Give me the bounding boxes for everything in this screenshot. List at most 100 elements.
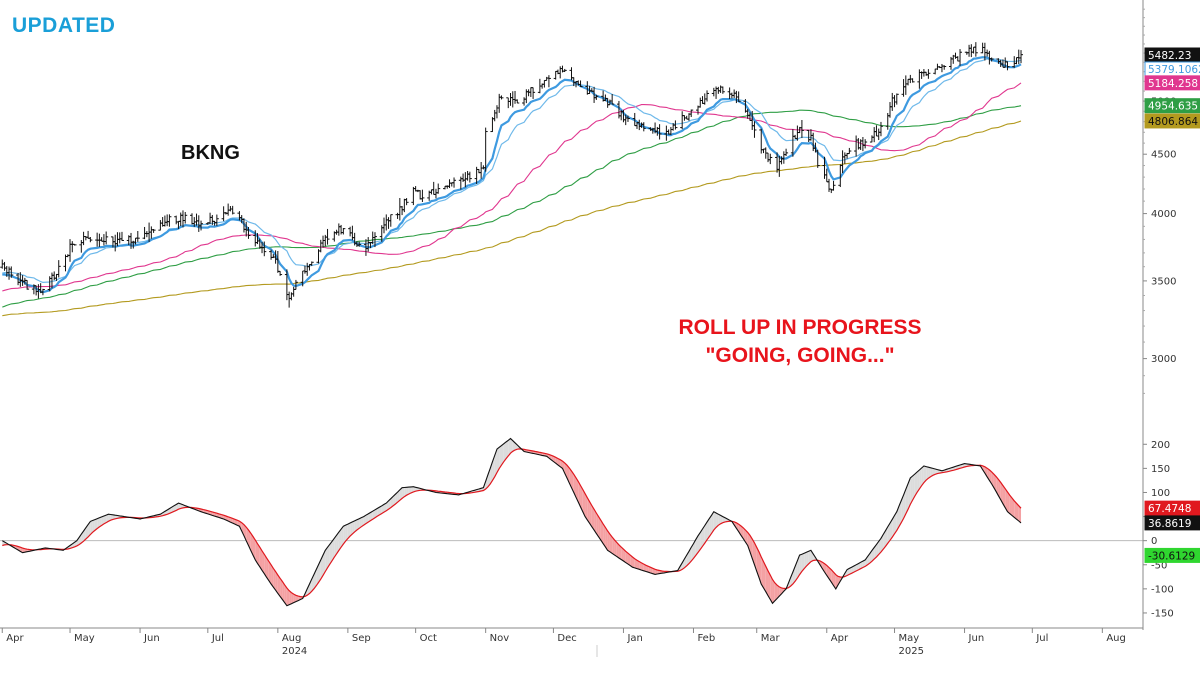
price-bar	[262, 241, 267, 257]
price-bar	[831, 180, 836, 191]
ema-slow-line	[2, 58, 1022, 284]
annotation-line-1: ROLL UP IN PROGRESS	[678, 316, 922, 339]
price-bar	[372, 232, 377, 248]
signal-badge: 67.4748	[1144, 500, 1200, 516]
price-bar	[705, 90, 710, 102]
price-bar	[890, 92, 895, 111]
value-badges: 5482.23 5379.1062 5184.258 4954.635 4806.864…	[1144, 47, 1200, 563]
price-bar	[689, 109, 694, 118]
price-bar	[490, 117, 495, 133]
price-bar	[431, 181, 436, 195]
price-bar	[230, 205, 235, 215]
month-label: Dec	[557, 633, 576, 644]
price-bar	[226, 203, 231, 216]
price-bar	[528, 87, 533, 97]
month-label: May	[74, 633, 95, 644]
price-bar	[436, 183, 441, 194]
price-bar	[562, 68, 567, 73]
price-bar	[942, 65, 947, 70]
price-bar	[144, 231, 149, 238]
signal-line	[2, 448, 1022, 598]
ma-100-badge: 4954.635	[1144, 98, 1200, 114]
price-bar	[657, 124, 662, 140]
price-bar	[910, 78, 915, 83]
price-bar	[939, 63, 944, 73]
price-bar	[386, 217, 391, 229]
svg-text:67.4748: 67.4748	[1148, 503, 1191, 515]
price-bar	[158, 220, 163, 231]
price-bar	[1005, 61, 1010, 71]
price-tick-label: 3500	[1151, 276, 1176, 287]
price-bar	[711, 87, 716, 97]
price-bar	[305, 262, 310, 276]
price-bar	[429, 189, 434, 195]
price-bar	[569, 67, 574, 81]
month-label: Jul	[211, 633, 224, 644]
price-bar	[321, 235, 326, 248]
price-bar	[878, 121, 883, 137]
price-bar	[625, 115, 630, 122]
price-bar	[526, 89, 531, 97]
ma-200-badge: 4806.864	[1144, 113, 1200, 129]
price-bar	[113, 234, 118, 252]
price-bar	[246, 226, 251, 239]
price-bar	[302, 265, 307, 274]
month-label: Mar	[761, 633, 781, 644]
price-bar	[287, 291, 292, 308]
price-bar	[815, 149, 820, 168]
price-bar	[698, 97, 703, 108]
moving-averages	[2, 56, 1022, 317]
month-label: Apr	[831, 633, 849, 644]
price-bar	[167, 214, 172, 227]
price-bar	[1019, 50, 1024, 64]
price-bar	[20, 275, 25, 286]
price-bar	[874, 125, 879, 137]
price-bar	[68, 239, 73, 262]
price-bar	[95, 232, 100, 247]
price-bar	[404, 198, 409, 206]
price-bar	[546, 75, 551, 88]
price-bar	[499, 95, 504, 100]
price-bar	[418, 190, 423, 200]
price-bar	[52, 271, 57, 281]
svg-text:5482.23: 5482.23	[1148, 50, 1191, 62]
price-bar	[341, 228, 346, 235]
price-bar	[278, 270, 283, 276]
month-label: Aug	[1106, 633, 1126, 644]
price-badge: 5482.23	[1144, 47, 1200, 63]
price-bar	[553, 70, 558, 80]
svg-text:-30.6129: -30.6129	[1148, 550, 1195, 562]
svg-text:5379.1062: 5379.1062	[1148, 64, 1200, 76]
price-bar	[101, 234, 106, 246]
month-label: May	[899, 633, 920, 644]
price-bar	[799, 120, 804, 139]
price-bar	[382, 217, 387, 234]
price-bar	[727, 87, 732, 100]
price-bar	[610, 94, 615, 105]
price-bar	[411, 186, 416, 206]
price-bar	[309, 261, 314, 266]
svg-text:4954.635: 4954.635	[1148, 101, 1198, 113]
ema-fast-line	[2, 56, 1022, 294]
grid	[0, 0, 1144, 630]
svg-text:5184.258: 5184.258	[1148, 78, 1198, 90]
price-tick-label: 3000	[1151, 354, 1176, 365]
price-bar	[117, 232, 122, 244]
month-label: Oct	[420, 633, 437, 644]
price-bar	[768, 153, 773, 165]
price-bar	[840, 150, 845, 173]
price-bar	[784, 148, 789, 156]
price-bar	[357, 241, 362, 247]
price-bar	[384, 214, 389, 231]
price-bar	[88, 236, 93, 243]
price-bar	[1016, 49, 1021, 64]
price-bar	[56, 260, 61, 278]
price-bar	[680, 111, 685, 130]
price-bar	[165, 214, 170, 227]
price-bar	[151, 228, 156, 233]
price-bar	[293, 279, 298, 290]
month-label: Jun	[143, 633, 160, 644]
price-bar	[903, 75, 908, 95]
osc-tick-label: -150	[1151, 608, 1174, 619]
price-bar	[221, 206, 226, 222]
